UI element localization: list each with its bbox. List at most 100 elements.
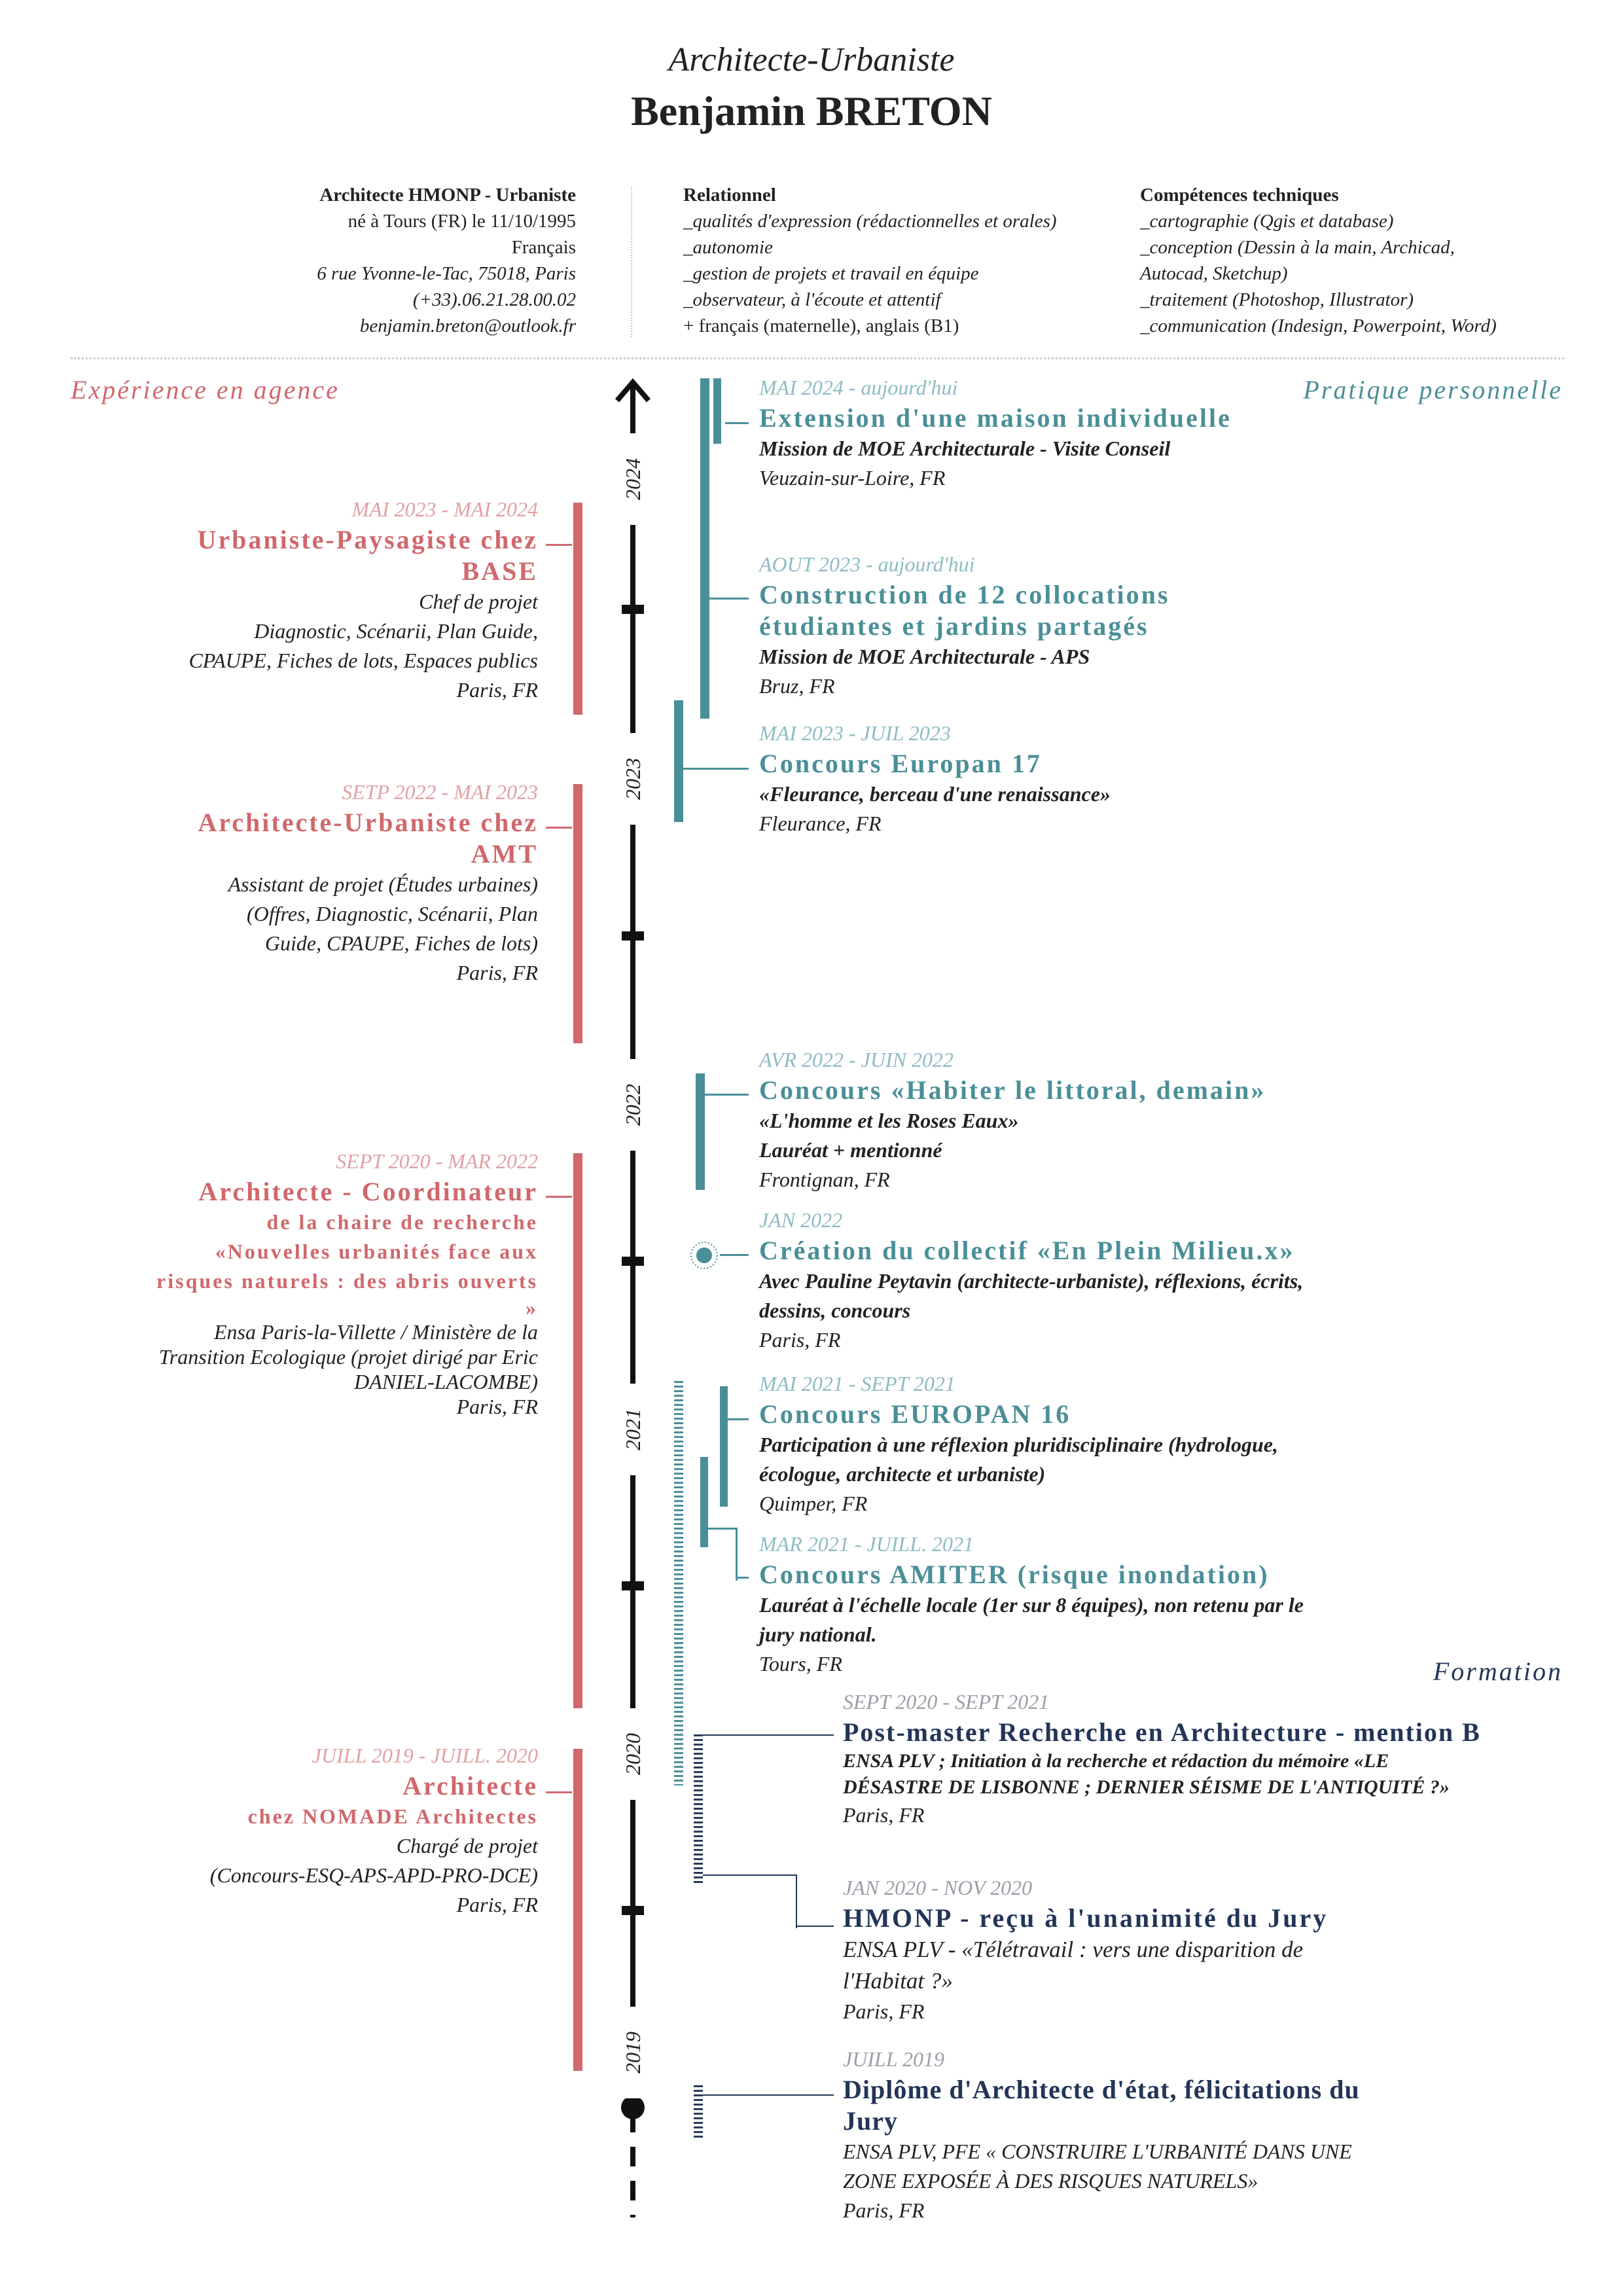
year-label: 2023 [620, 733, 646, 825]
personal-title: Extension d'une maison individuelle [759, 403, 1232, 433]
agency-title: Architecte-Urbaniste chez [198, 808, 538, 837]
personal-place: Veuzain-sur-Loire, FR [759, 466, 946, 490]
personal-connector [720, 1254, 749, 1256]
agency-role: Ensa Paris-la-Villette / Ministère de la [213, 1320, 538, 1344]
agency-connector [546, 827, 572, 829]
personal-duration-bar [713, 378, 721, 444]
header-separator [71, 357, 1564, 359]
agency-connector [546, 1196, 572, 1198]
personal-entry: AVR 2022 - JUIN 2022 Concours «Habiter l… [759, 1045, 1531, 1194]
personal-date: MAI 2021 - SEPT 2021 [759, 1372, 955, 1395]
education-detail: ENSA PLV ; Initiation à la recherche et … [843, 1750, 1389, 1772]
personal-award: Lauréat + mentionné [759, 1138, 942, 1162]
phone: (+33).06.21.28.00.02 [412, 289, 576, 310]
agency-duration-bar [573, 784, 582, 1043]
relational-line: _gestion de projets et travail en équipe [683, 263, 979, 284]
personal-date: AVR 2022 - JUIN 2022 [759, 1048, 954, 1071]
personal-connector [708, 1528, 738, 1581]
agency-detail: Transition Ecologique (projet dirigé par… [158, 1345, 538, 1369]
agency-title: Architecte [402, 1771, 538, 1801]
skills-block: Compétences techniques _cartographie (Qg… [1140, 182, 1598, 339]
personal-date: MAR 2021 - JUILL. 2021 [759, 1532, 974, 1556]
personal-duration-bar [674, 700, 683, 822]
education-entry: SEPT 2020 - SEPT 2021 Post-master Recher… [843, 1687, 1569, 1830]
agency-title: chez NOMADE Architectes [247, 1804, 538, 1828]
education-detail: ENSA PLV - «Télétravail : vers une dispa… [843, 1937, 1304, 1962]
agency-title: de la chaire de recherche [266, 1210, 538, 1234]
education-title: Diplôme d'Architecte d'état, félicitatio… [843, 2075, 1360, 2104]
personal-place: Bruz, FR [759, 674, 835, 698]
personal-title: Concours «Habiter le littoral, demain» [759, 1075, 1266, 1105]
agency-entry: SETP 2022 - MAI 2023 Architecte-Urbanist… [79, 778, 538, 988]
agency-title: » [526, 1296, 538, 1319]
timeline-tick [622, 1906, 644, 1915]
education-place: Paris, FR [843, 2198, 925, 2222]
personal-connector [728, 1418, 749, 1420]
header-subtitle: Architecte-Urbaniste [668, 41, 955, 79]
timeline-tick [622, 1257, 644, 1266]
agency-place: Paris, FR [456, 961, 538, 984]
personal-connector [683, 768, 749, 770]
languages: + français (maternelle), anglais (B1) [683, 315, 959, 336]
personal-entry: MAI 2023 - JUIL 2023 Concours Europan 17… [759, 719, 1531, 838]
year-label: 2019 [620, 2007, 646, 2098]
relational-title: Relationnel [683, 185, 776, 206]
relational-block: Relationnel _qualités d'expression (réda… [683, 182, 1128, 339]
education-date: JUILL 2019 [843, 2047, 944, 2071]
personal-place: Quimper, FR [759, 1492, 868, 1515]
skills-title: Compétences techniques [1140, 185, 1339, 206]
agency-role: Assistant de projet (Études urbaines) [228, 872, 538, 896]
education-duration-bar [694, 1734, 703, 1884]
personal-title: Construction de 12 collocations [759, 580, 1170, 609]
personal-subtitle: «L'homme et les Roses Eaux» [759, 1109, 1019, 1132]
agency-detail: Diagnostic, Scénarii, Plan Guide, [254, 619, 538, 643]
agency-place: Paris, FR [456, 1395, 538, 1418]
personal-mission: Mission de MOE Architecturale - Visite C… [759, 437, 1171, 460]
agency-role: Chef de projet [419, 590, 538, 613]
identity-block: Architecte HMONP - Urbaniste né à Tours … [183, 182, 576, 339]
year-label: 2021 [620, 1384, 646, 1475]
agency-detail: Guide, CPAUPE, Fiches de lots) [264, 931, 538, 955]
personal-entry: MAI 2024 - aujourd'hui Extension d'une m… [759, 373, 1531, 493]
education-place: Paris, FR [843, 2000, 925, 2023]
address: 6 rue Yvonne-le-Tac, 75018, Paris [317, 263, 576, 284]
personal-mission: Mission de MOE Architecturale - APS [759, 645, 1090, 668]
skills-line: Autocad, Sketchup) [1140, 263, 1288, 284]
agency-place: Paris, FR [456, 678, 538, 702]
timeline-tick [622, 931, 644, 941]
email[interactable]: benjamin.breton@outlook.fr [359, 315, 576, 336]
personal-hatched-bar [674, 1381, 683, 1785]
education-detail: ZONE EXPOSÉE À DES RISQUES NATURELS» [843, 2169, 1258, 2193]
education-place: Paris, FR [843, 1803, 925, 1827]
personal-title: Concours AMITER (risque inondation) [759, 1560, 1270, 1589]
personal-connector [705, 1094, 749, 1096]
education-entry: JAN 2020 - NOV 2020 HMONP - reçu à l'una… [843, 1873, 1569, 2026]
collective-sun-icon [690, 1242, 718, 1269]
agency-connector [546, 1791, 572, 1793]
agency-place: Paris, FR [456, 1893, 538, 1916]
personal-place: Paris, FR [759, 1328, 841, 1352]
agency-duration-bar [573, 1749, 582, 2071]
agency-detail: CPAUPE, Fiches de lots, Espaces publics [188, 649, 538, 672]
agency-entry: MAI 2023 - MAI 2024 Urbaniste-Paysagiste… [79, 495, 538, 705]
agency-title: AMT [471, 839, 538, 869]
personal-subtitle: «Fleurance, berceau d'une renaissance» [759, 782, 1111, 806]
personal-date: AOUT 2023 - aujourd'hui [759, 552, 975, 576]
agency-date: JUILL 2019 - JUILL. 2020 [312, 1744, 538, 1767]
agency-date: SEPT 2020 - MAR 2022 [336, 1149, 538, 1173]
education-detail: DÉSASTRE DE LISBONNE ; DERNIER SÉISME DE… [843, 1776, 1450, 1798]
skills-line: _communication (Indesign, Powerpoint, Wo… [1140, 315, 1497, 336]
personal-detail: Participation à une réflexion pluridisci… [759, 1433, 1278, 1456]
education-connector [703, 1734, 834, 1736]
agency-entry: JUILL 2019 - JUILL. 2020 Architecte chez… [79, 1741, 538, 1920]
personal-date: JAN 2022 [759, 1208, 843, 1232]
relational-line: _autonomie [683, 237, 773, 258]
agency-detail: (Concours-ESQ-APS-APD-PRO-DCE) [209, 1863, 538, 1887]
skills-line: _traitement (Photoshop, Illustrator) [1140, 289, 1414, 310]
agency-title: «Nouvelles urbanités face aux [215, 1240, 538, 1263]
nationality: Français [511, 237, 576, 258]
agency-date: MAI 2023 - MAI 2024 [351, 497, 538, 521]
timeline-tick [622, 605, 644, 614]
year-label: 2022 [620, 1059, 646, 1151]
education-detail: ENSA PLV, PFE « CONSTRUIRE L'URBANITÉ DA… [843, 2140, 1352, 2163]
